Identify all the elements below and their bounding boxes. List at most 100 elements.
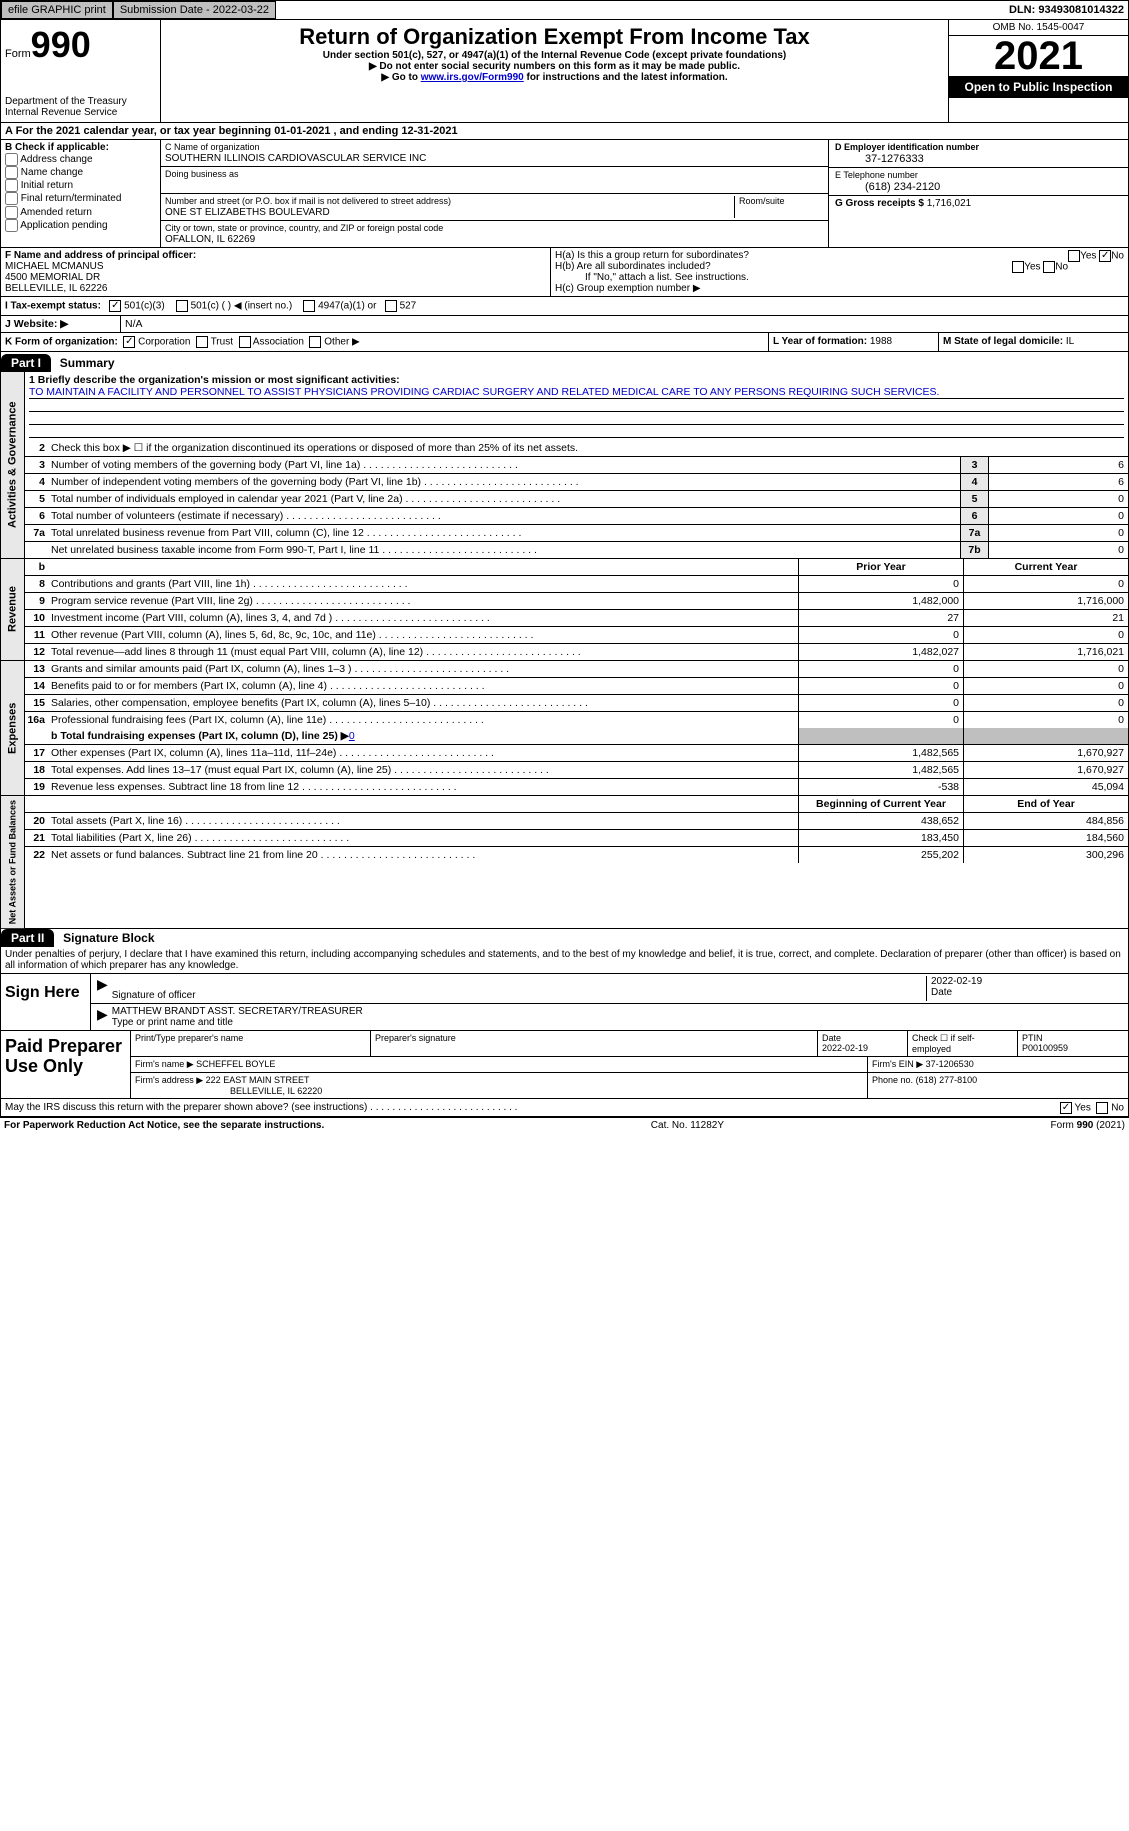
- footer-mid: Cat. No. 11282Y: [651, 1120, 724, 1131]
- signer-name: MATTHEW BRANDT ASST. SECRETARY/TREASURER: [112, 1006, 363, 1017]
- ha-yes[interactable]: [1068, 250, 1080, 262]
- chk-final[interactable]: Final return/terminated: [5, 192, 156, 205]
- firm-addr1: 222 EAST MAIN STREET: [206, 1075, 310, 1085]
- chk-amended[interactable]: Amended return: [5, 206, 156, 219]
- c-name-label: C Name of organization: [165, 142, 260, 152]
- officer-addr2: BELLEVILLE, IL 62226: [5, 283, 108, 294]
- dba-label: Doing business as: [165, 169, 239, 179]
- firm-phone: (618) 277-8100: [916, 1075, 978, 1085]
- part1-title: Summary: [54, 356, 115, 370]
- curr-val: 1,716,000: [963, 593, 1128, 609]
- sign-here: Sign Here: [1, 974, 91, 1030]
- line-text: Total assets (Part X, line 16): [49, 813, 798, 829]
- org-city: OFALLON, IL 62269: [165, 234, 255, 245]
- curr-val: 1,670,927: [963, 762, 1128, 778]
- e-label: E Telephone number: [835, 170, 918, 180]
- chk-527[interactable]: [385, 300, 397, 312]
- chk-pending[interactable]: Application pending: [5, 219, 156, 232]
- org-name: SOUTHERN ILLINOIS CARDIOVASCULAR SERVICE…: [165, 153, 426, 164]
- beg-year-h: Beginning of Current Year: [798, 796, 963, 812]
- prior-val: -538: [798, 779, 963, 795]
- vert-expenses: Expenses: [1, 661, 25, 795]
- officer-addr1: 4500 MEMORIAL DR: [5, 272, 100, 283]
- chk-name-change[interactable]: Name change: [5, 166, 156, 179]
- prep-name-label: Print/Type preparer's name: [135, 1033, 243, 1043]
- part1-header: Part I: [1, 354, 51, 372]
- curr-val: 184,560: [963, 830, 1128, 846]
- prior-val: 0: [798, 695, 963, 711]
- vert-governance: Activities & Governance: [1, 372, 25, 558]
- line-text: Total expenses. Add lines 13–17 (must eq…: [49, 762, 798, 778]
- hb-no[interactable]: [1043, 261, 1055, 273]
- line-box: 6: [960, 508, 988, 524]
- chk-501c[interactable]: [176, 300, 188, 312]
- fh-block: F Name and address of principal officer:…: [0, 248, 1129, 297]
- officer-name: MICHAEL MCMANUS: [5, 261, 104, 272]
- b-title: B Check if applicable:: [5, 142, 156, 153]
- hc: H(c) Group exemption number ▶: [555, 283, 1124, 294]
- prior-val: 183,450: [798, 830, 963, 846]
- sig-date: 2022-02-19: [931, 976, 982, 987]
- prior-val: 0: [798, 678, 963, 694]
- prior-val: 0: [798, 712, 963, 728]
- part2-title: Signature Block: [57, 931, 154, 945]
- firm-addr2: BELLEVILLE, IL 62220: [135, 1086, 322, 1096]
- discuss-no[interactable]: [1096, 1102, 1108, 1114]
- dept: Department of the Treasury Internal Reve…: [5, 96, 156, 118]
- chk-501c3[interactable]: [109, 300, 121, 312]
- chk-address-change[interactable]: Address change: [5, 153, 156, 166]
- line-text: Other expenses (Part IX, column (A), lin…: [49, 745, 798, 761]
- curr-val: 0: [963, 576, 1128, 592]
- main-title: Return of Organization Exempt From Incom…: [165, 24, 944, 50]
- d-label: D Employer identification number: [835, 142, 979, 152]
- arrow-icon: ▶: [93, 976, 112, 1001]
- prior-val: 0: [798, 661, 963, 677]
- tax-year: 2021: [949, 36, 1128, 76]
- discuss-yes[interactable]: [1060, 1102, 1072, 1114]
- ha-no[interactable]: [1099, 250, 1111, 262]
- prior-val: 438,652: [798, 813, 963, 829]
- prior-val: 255,202: [798, 847, 963, 863]
- line2: Check this box ▶ ☐ if the organization d…: [49, 440, 1128, 456]
- chk-assoc[interactable]: [239, 336, 251, 348]
- line-text: Other revenue (Part VIII, column (A), li…: [49, 627, 798, 643]
- line-text: Net assets or fund balances. Subtract li…: [49, 847, 798, 863]
- declaration: Under penalties of perjury, I declare th…: [1, 947, 1128, 973]
- line-val: 0: [988, 525, 1128, 541]
- hb-yes[interactable]: [1012, 261, 1024, 273]
- form-number: 990: [31, 24, 91, 65]
- note2: ▶ Go to www.irs.gov/Form990 for instruct…: [165, 72, 944, 83]
- irs-link[interactable]: www.irs.gov/Form990: [421, 72, 524, 83]
- prior-year-h: Prior Year: [798, 559, 963, 575]
- firm-ein: 37-1206530: [926, 1059, 974, 1069]
- j-label: J Website: ▶: [5, 318, 68, 330]
- prior-val: 1,482,000: [798, 593, 963, 609]
- vert-revenue: Revenue: [1, 559, 25, 660]
- chk-other[interactable]: [309, 336, 321, 348]
- mission-label: 1 Briefly describe the organization's mi…: [29, 374, 400, 386]
- line-text: Net unrelated business taxable income fr…: [49, 542, 960, 558]
- chk-trust[interactable]: [196, 336, 208, 348]
- curr-val: 0: [963, 712, 1128, 728]
- inspection: Open to Public Inspection: [949, 76, 1128, 98]
- chk-initial[interactable]: Initial return: [5, 179, 156, 192]
- footer-right: Form 990 (2021): [1051, 1120, 1125, 1131]
- line-val: 0: [988, 508, 1128, 524]
- self-emp: Check ☐ if self-employed: [912, 1033, 975, 1054]
- line-val: 0: [988, 491, 1128, 507]
- chk-corp[interactable]: [123, 336, 135, 348]
- line-text: Total number of individuals employed in …: [49, 491, 960, 507]
- org-addr: ONE ST ELIZABETHS BOULEVARD: [165, 207, 330, 218]
- chk-4947[interactable]: [303, 300, 315, 312]
- line-text: Salaries, other compensation, employee b…: [49, 695, 798, 711]
- efile-button[interactable]: efile GRAPHIC print: [1, 1, 113, 19]
- sig-officer-label: Signature of officer: [112, 990, 196, 1001]
- header: Form990 Department of the Treasury Inter…: [0, 20, 1129, 123]
- hb: H(b) Are all subordinates included?: [555, 261, 711, 272]
- curr-val: 0: [963, 678, 1128, 694]
- line-val: 6: [988, 457, 1128, 473]
- firm-addr-label: Firm's address ▶: [135, 1075, 203, 1085]
- i-label: I Tax-exempt status:: [5, 301, 101, 312]
- prior-val: 0: [798, 576, 963, 592]
- line-text: Revenue less expenses. Subtract line 18 …: [49, 779, 798, 795]
